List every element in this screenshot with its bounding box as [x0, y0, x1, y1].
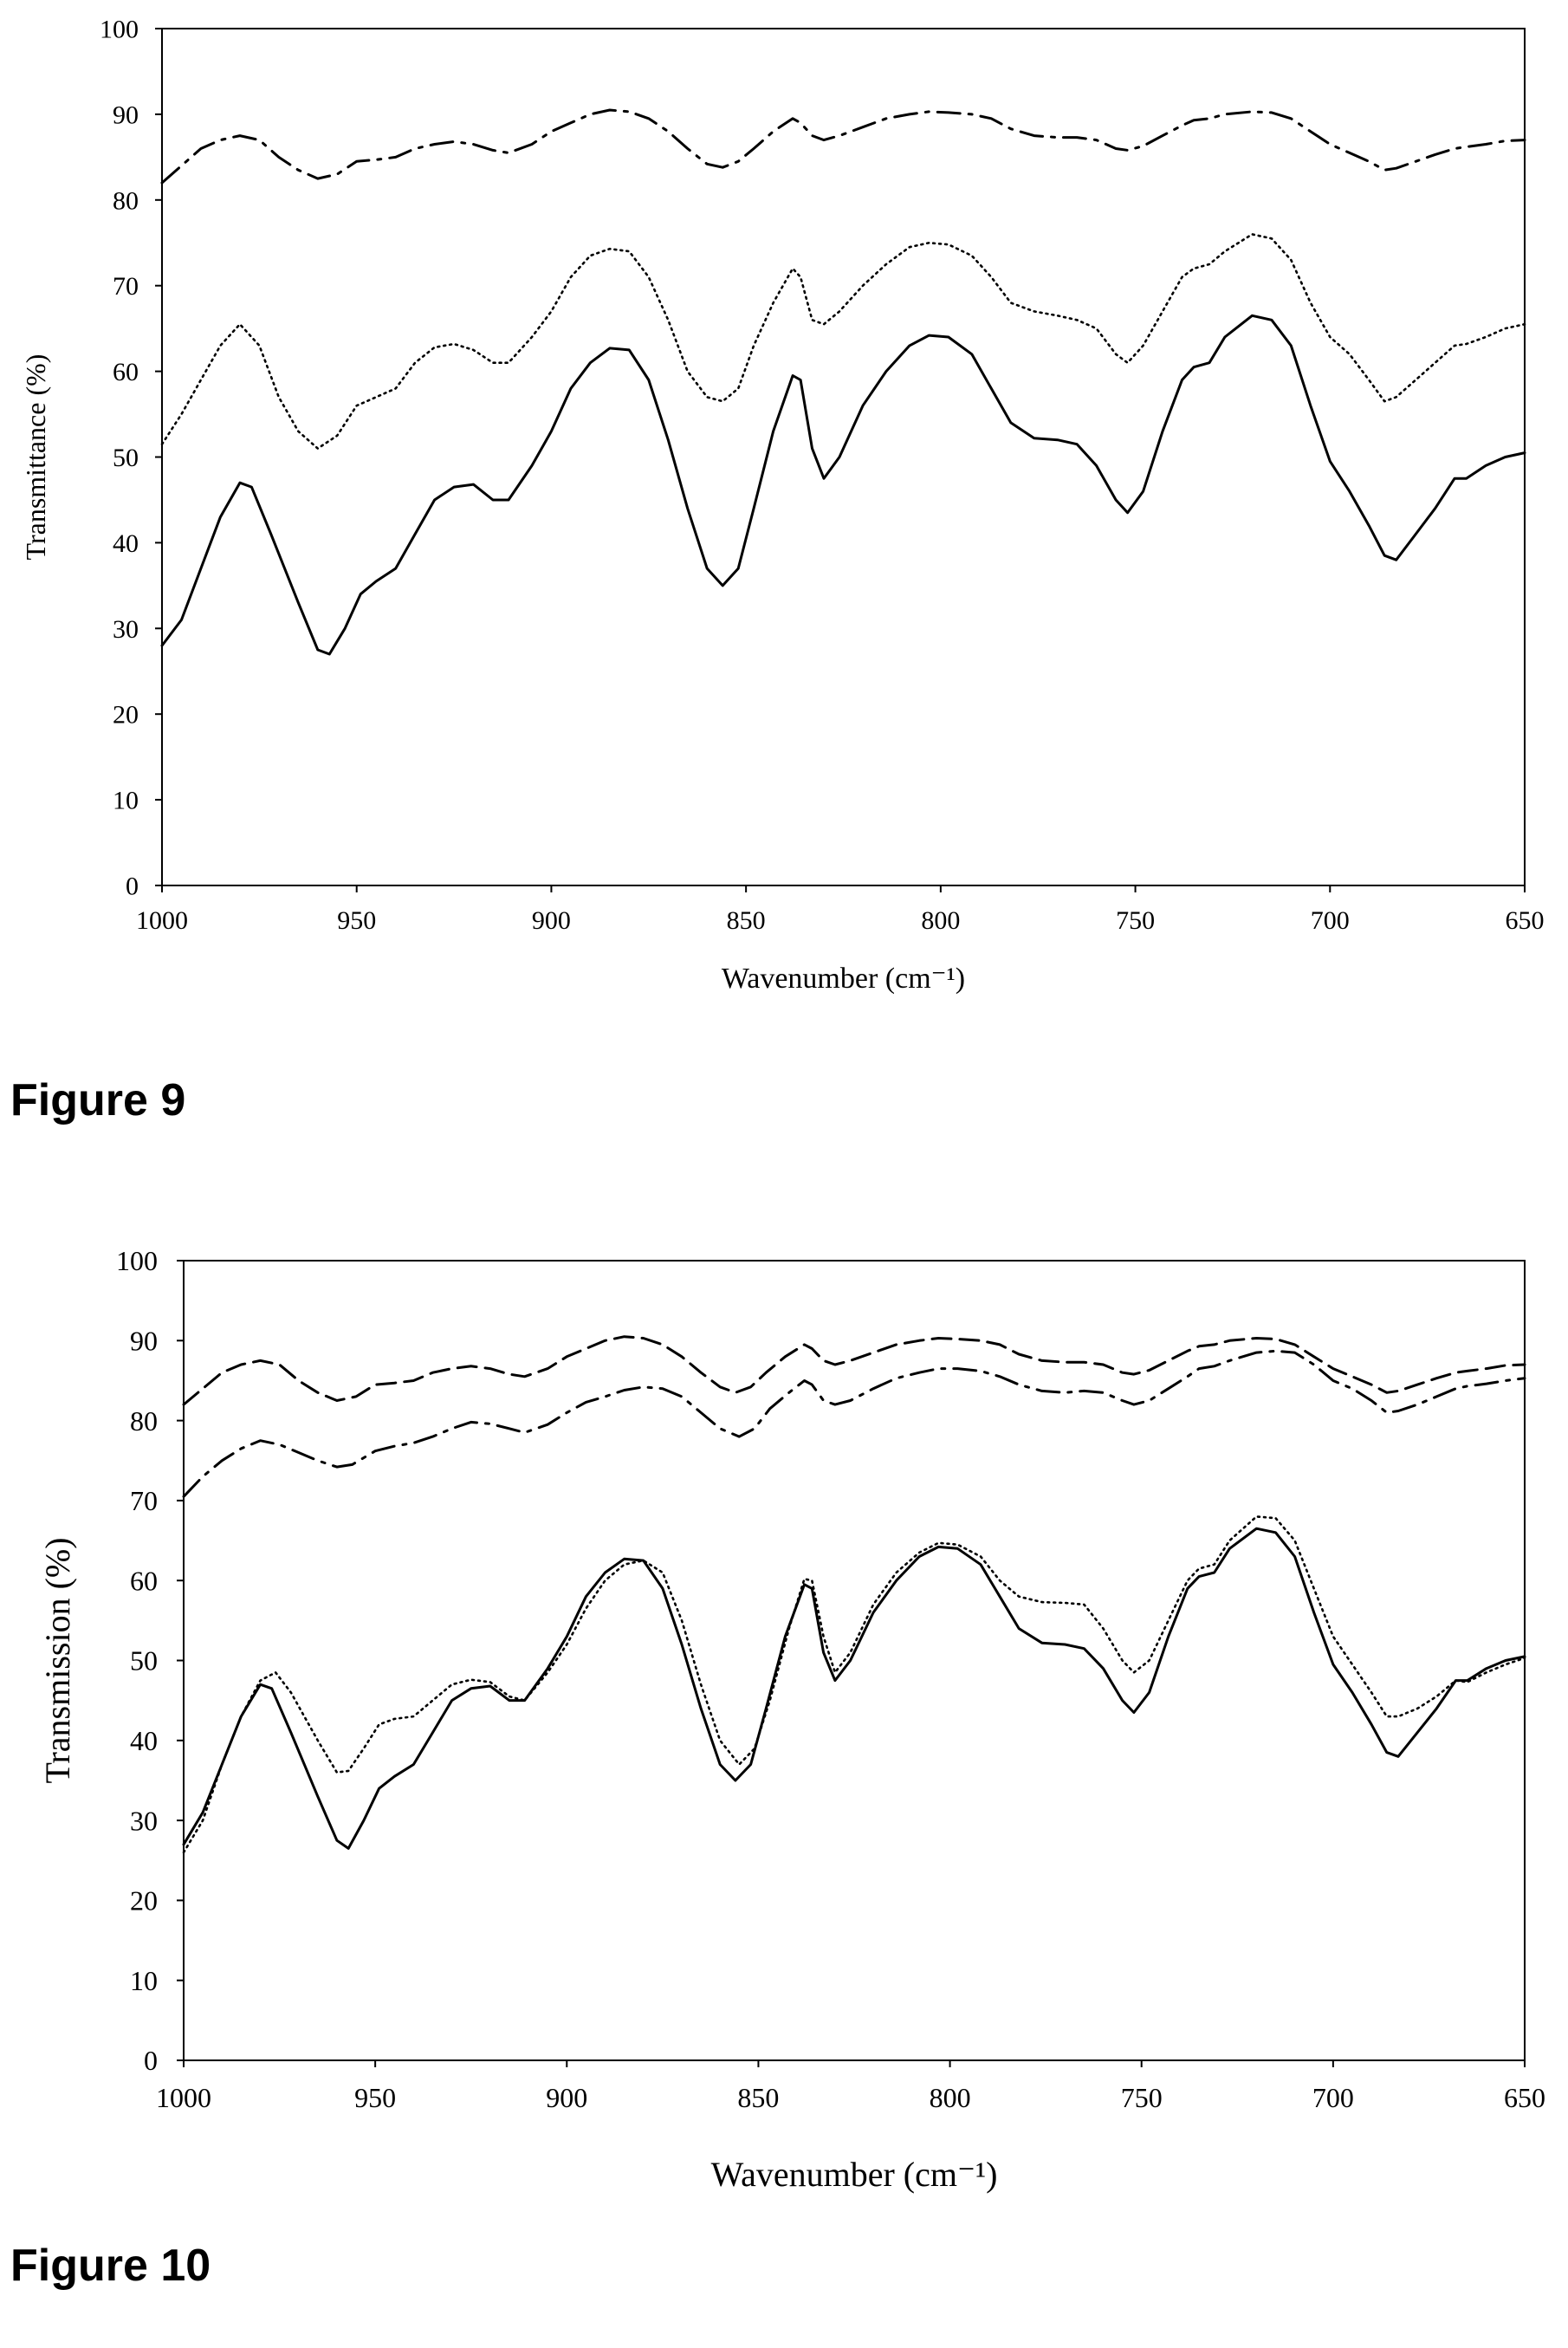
figure-10-label: Figure 10: [10, 2241, 211, 2291]
y-tick-label: 70: [130, 1485, 158, 1516]
x-axis-label: Wavenumber (cm⁻¹): [722, 963, 965, 995]
y-tick-label: 30: [113, 615, 139, 644]
series-line-solid: [160, 314, 1526, 656]
y-tick-label: 20: [130, 1885, 158, 1917]
x-tick-label: 650: [1506, 906, 1545, 935]
y-axis-label: Transmission (%): [38, 1537, 77, 1783]
y-tick-label: 40: [130, 1725, 158, 1756]
x-tick-label: 950: [337, 906, 376, 935]
y-tick-label: 60: [130, 1565, 158, 1596]
y-tick-label: 100: [116, 1245, 158, 1276]
x-tick-label: 900: [532, 906, 571, 935]
y-tick-label: 50: [130, 1645, 158, 1677]
y-tick-label: 10: [130, 1965, 158, 1996]
y-tick-label: 70: [113, 272, 139, 301]
y-tick-label: 60: [113, 358, 139, 386]
series-line-dotted: [182, 1515, 1526, 1854]
plot-frame: [183, 1260, 1526, 2061]
y-tick-label: 30: [130, 1805, 158, 1836]
y-tick-label: 0: [144, 2045, 158, 2076]
x-tick-label: 800: [930, 2082, 971, 2113]
y-tick-label: 80: [130, 1405, 158, 1437]
y-tick-label: 50: [113, 444, 139, 472]
x-axis-label: Wavenumber (cm⁻¹): [711, 2155, 998, 2194]
y-tick-label: 40: [113, 529, 139, 558]
x-tick-label: 850: [727, 906, 766, 935]
x-tick-label: 850: [737, 2082, 779, 2113]
figure-9-chart: 0 10 20 30 40 50 60 70 80 90 100 1000 950 900 850 800 75…: [20, 16, 1545, 996]
x-tick-label: 800: [921, 906, 960, 935]
series-line-dotted: [160, 233, 1526, 450]
plot-frame: [161, 28, 1526, 886]
figure-9-label: Figure 9: [10, 1075, 186, 1125]
x-tick-label: 900: [546, 2082, 587, 2113]
x-tick-label: 700: [1311, 906, 1350, 935]
y-tick-label: 100: [100, 16, 139, 44]
x-tick-label: 1000: [156, 2082, 211, 2113]
x-tick-label: 1000: [136, 906, 188, 935]
y-tick-label: 20: [113, 701, 139, 730]
series-line-solid: [182, 1527, 1526, 1850]
y-axis-label: Transmittance (%): [20, 354, 51, 561]
y-tick-label: 80: [113, 186, 139, 215]
x-tick-label: 750: [1116, 906, 1155, 935]
x-tick-label: 700: [1312, 2082, 1354, 2113]
series-line-dashed: [182, 1335, 1526, 1406]
figure-10-chart: 0 10 20 30 40 50 60 70 80 90 100 1000 950 900 850 800 75…: [38, 1245, 1545, 2194]
y-tick-label: 10: [113, 787, 139, 815]
x-tick-label: 750: [1121, 2082, 1163, 2113]
y-tick-label: 90: [113, 101, 139, 129]
x-tick-label: 950: [354, 2082, 396, 2113]
y-tick-label: 0: [126, 872, 139, 901]
y-tick-label: 90: [130, 1326, 158, 1357]
series-line-dash-dot: [160, 108, 1526, 185]
x-tick-label: 650: [1504, 2082, 1545, 2113]
series-line-dash-dot: [182, 1349, 1526, 1498]
